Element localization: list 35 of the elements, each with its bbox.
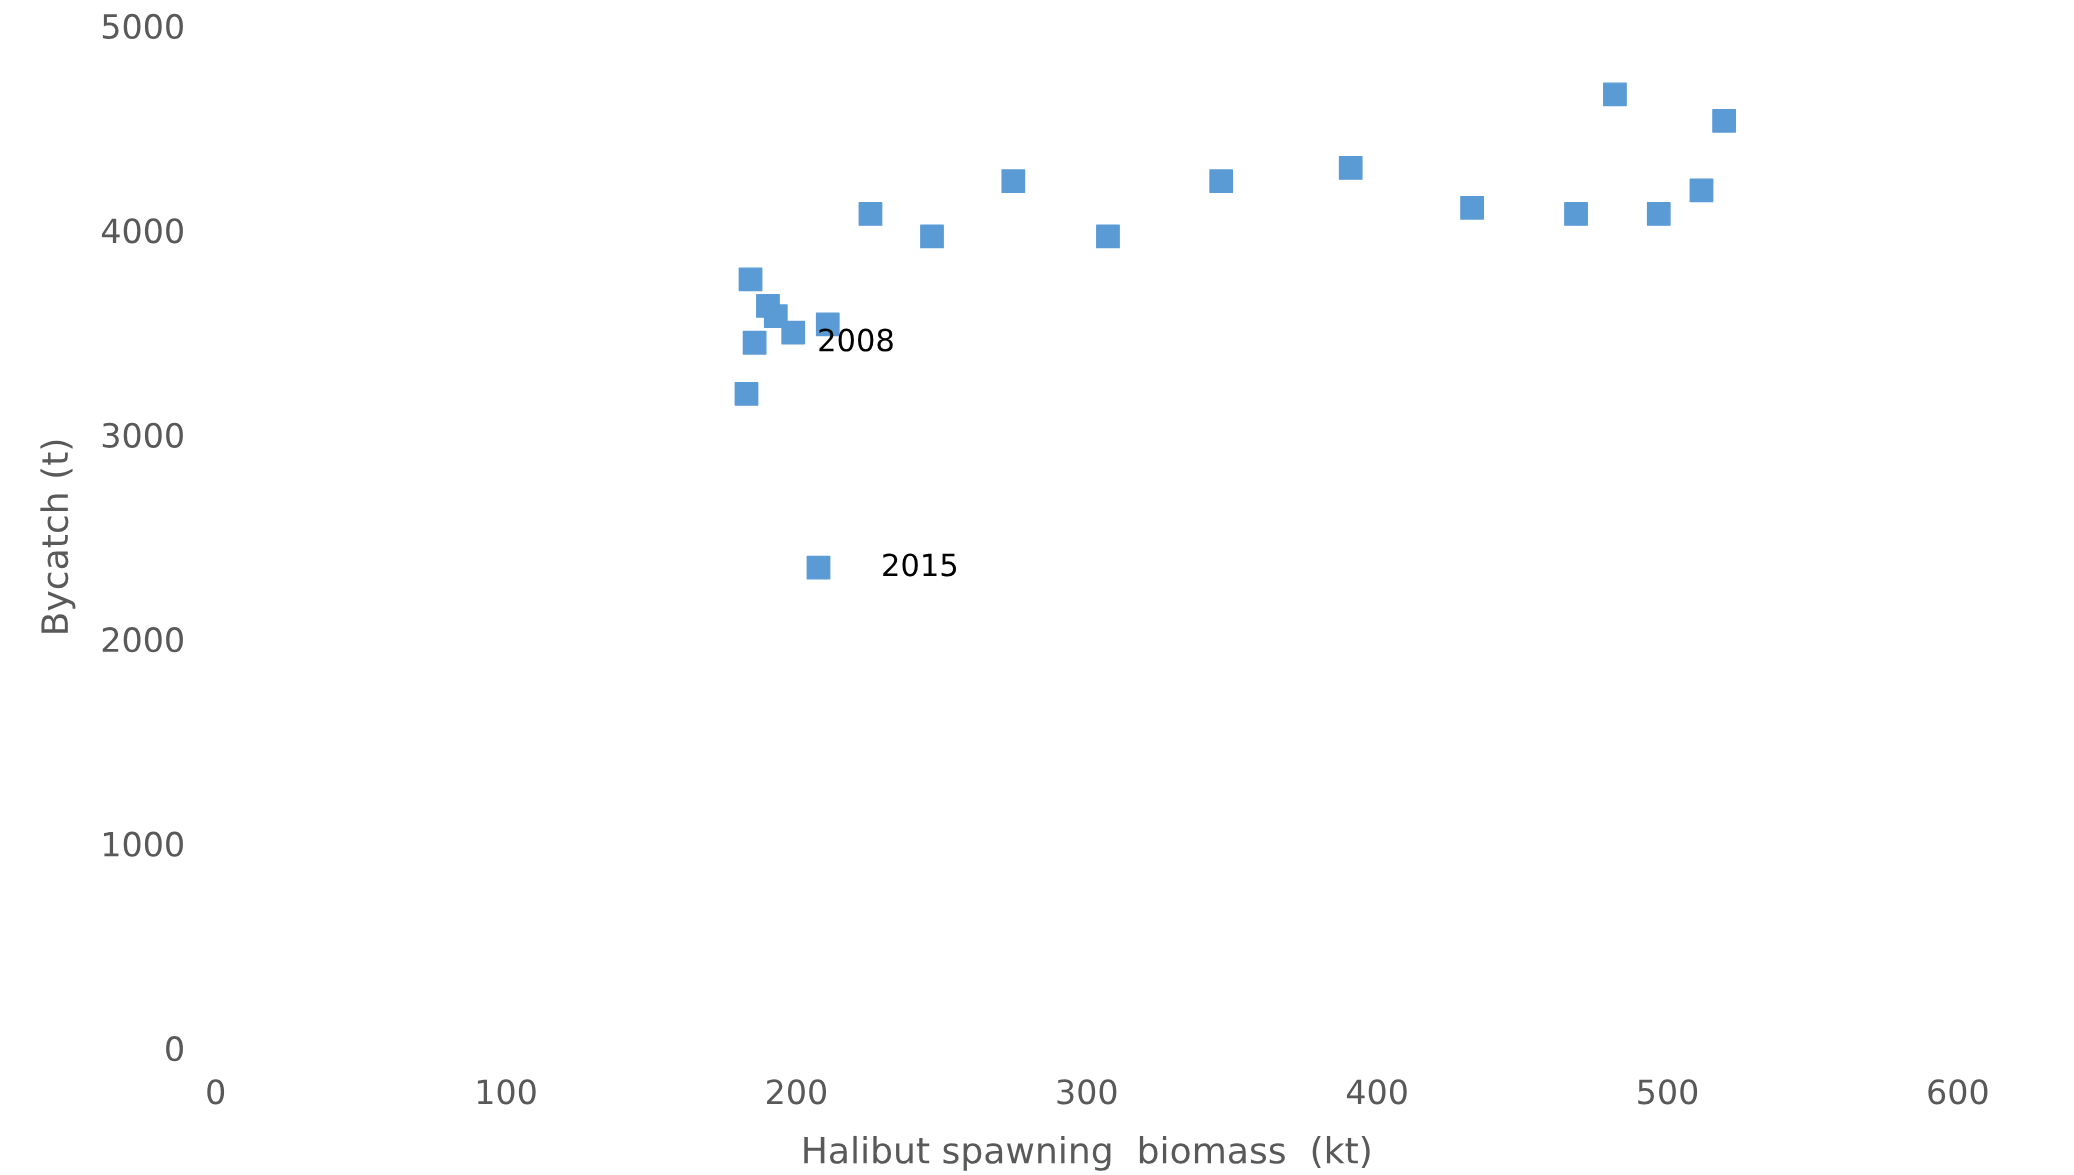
y-tick-label: 5000 xyxy=(102,13,183,39)
annotation: 2015 xyxy=(883,553,957,577)
x-tick-label: 100 xyxy=(477,1079,536,1105)
point xyxy=(806,555,831,580)
x-axis-title: Halibut spawning biomass (kt) xyxy=(804,1135,1370,1171)
y-tick-label: 3000 xyxy=(102,422,183,448)
point xyxy=(1338,156,1363,180)
annotation: 2008 xyxy=(819,328,893,352)
point xyxy=(734,381,759,406)
y-axis-title: Bycatch (t) xyxy=(40,440,76,633)
point xyxy=(1603,82,1627,107)
x-tick-label: 500 xyxy=(1638,1079,1698,1105)
point xyxy=(1209,169,1234,194)
x-tick-label: 300 xyxy=(1057,1079,1117,1105)
point xyxy=(1460,195,1484,220)
point xyxy=(738,267,763,292)
x-tick-label: 0 xyxy=(207,1079,225,1105)
x-tick-label: 200 xyxy=(767,1079,827,1105)
point xyxy=(1646,202,1671,226)
point xyxy=(781,320,806,345)
point xyxy=(920,224,944,249)
point xyxy=(742,330,767,355)
x-tick-label: 400 xyxy=(1346,1079,1407,1105)
point xyxy=(1712,109,1737,133)
y-tick-label: 2000 xyxy=(102,627,183,653)
point xyxy=(763,304,788,329)
point xyxy=(1096,224,1120,249)
point xyxy=(1001,169,1026,194)
x-tick-label: 600 xyxy=(1928,1079,1988,1105)
y-tick-label: 1000 xyxy=(103,831,183,857)
y-tick-label: 4000 xyxy=(101,218,183,244)
point xyxy=(1689,178,1714,203)
point xyxy=(1564,202,1588,226)
point xyxy=(858,202,883,226)
y-tick-label: 0 xyxy=(166,1036,183,1062)
